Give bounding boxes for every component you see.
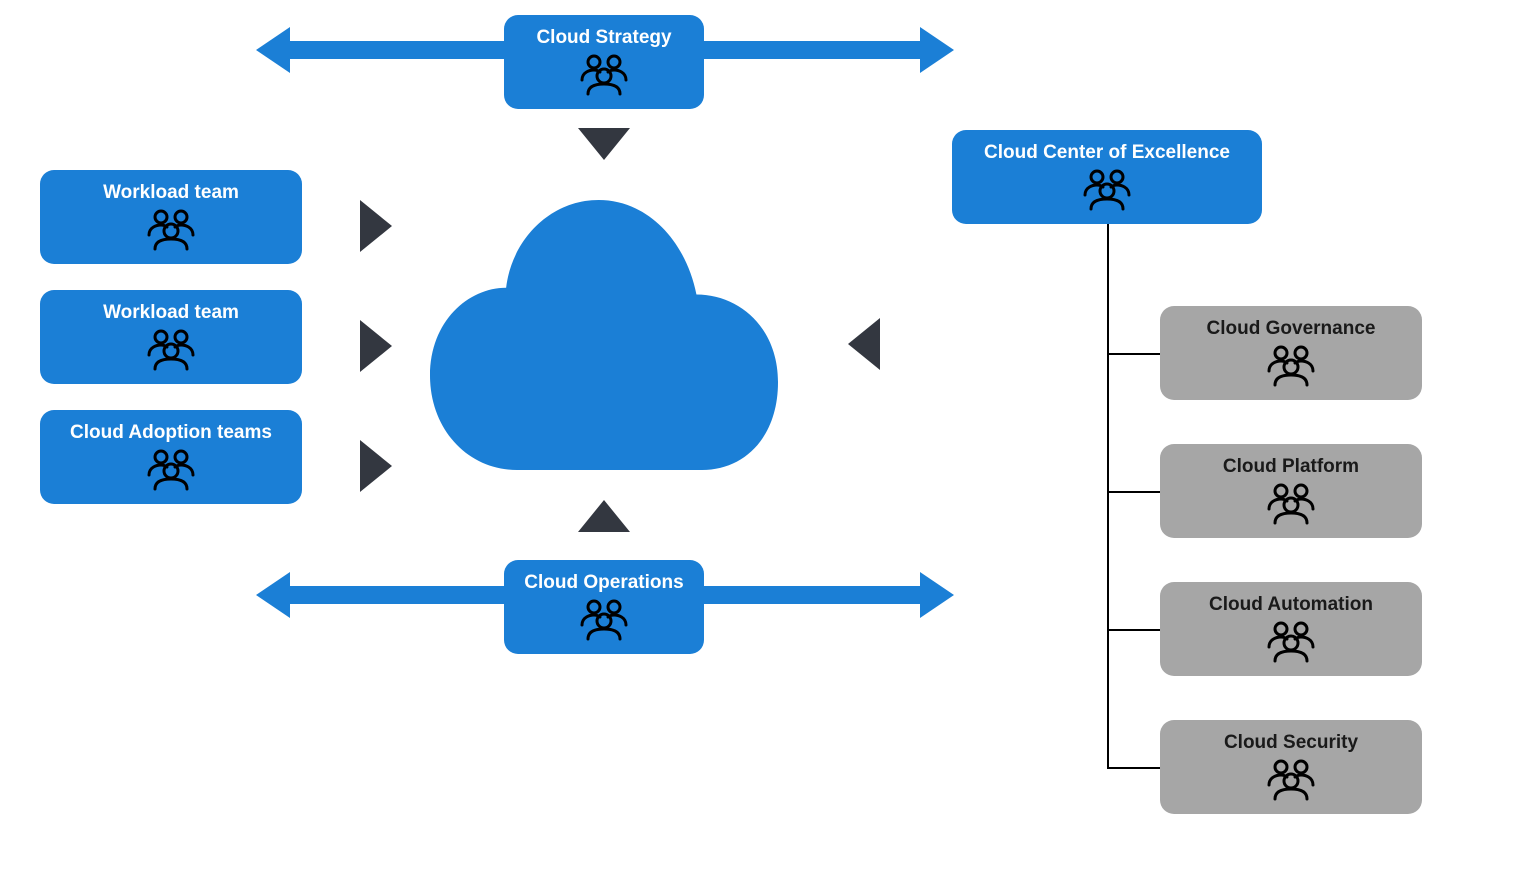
cloud-icon: [430, 200, 778, 470]
box-cloud-strategy: Cloud Strategy: [504, 15, 704, 109]
org-tree-branch: [1107, 767, 1160, 769]
box-label: Cloud Automation: [1209, 594, 1373, 617]
org-tree-trunk: [1107, 224, 1109, 768]
box-workload-team: Workload team: [40, 290, 302, 384]
people-icon: [1263, 481, 1319, 530]
box-label: Cloud Security: [1224, 732, 1358, 755]
arrowhead-down-icon: [578, 128, 630, 160]
box-cloud-operations: Cloud Operations: [504, 560, 704, 654]
box-cloud-platform: Cloud Platform: [1160, 444, 1422, 538]
people-icon: [1263, 343, 1319, 392]
org-tree-branch: [1107, 629, 1160, 631]
arrowhead-right-icon: [360, 200, 392, 252]
people-icon: [143, 327, 199, 376]
arrowhead-right-icon: [360, 320, 392, 372]
people-icon: [143, 207, 199, 256]
box-cloud-automation: Cloud Automation: [1160, 582, 1422, 676]
box-label: Workload team: [103, 182, 239, 205]
box-cloud-adoption-teams: Cloud Adoption teams: [40, 410, 302, 504]
people-icon: [143, 447, 199, 496]
people-icon: [576, 52, 632, 101]
people-icon: [1079, 167, 1135, 216]
box-label: Cloud Adoption teams: [70, 422, 272, 445]
box-cloud-governance: Cloud Governance: [1160, 306, 1422, 400]
arrowhead-right-icon: [360, 440, 392, 492]
arrowhead-left-icon: [848, 318, 880, 370]
box-label: Cloud Center of Excellence: [984, 142, 1230, 165]
box-cloud-security: Cloud Security: [1160, 720, 1422, 814]
org-tree-branch: [1107, 353, 1160, 355]
box-label: Workload team: [103, 302, 239, 325]
box-label: Cloud Strategy: [536, 27, 671, 50]
people-icon: [1263, 619, 1319, 668]
box-cloud-center-of-excellence: Cloud Center of Excellence: [952, 130, 1262, 224]
arrowhead-up-icon: [578, 500, 630, 532]
people-icon: [576, 597, 632, 646]
box-label: Cloud Governance: [1207, 318, 1376, 341]
org-tree-branch: [1107, 491, 1160, 493]
people-icon: [1263, 757, 1319, 806]
box-label: Cloud Operations: [524, 572, 683, 595]
box-workload-team: Workload team: [40, 170, 302, 264]
box-label: Cloud Platform: [1223, 456, 1359, 479]
